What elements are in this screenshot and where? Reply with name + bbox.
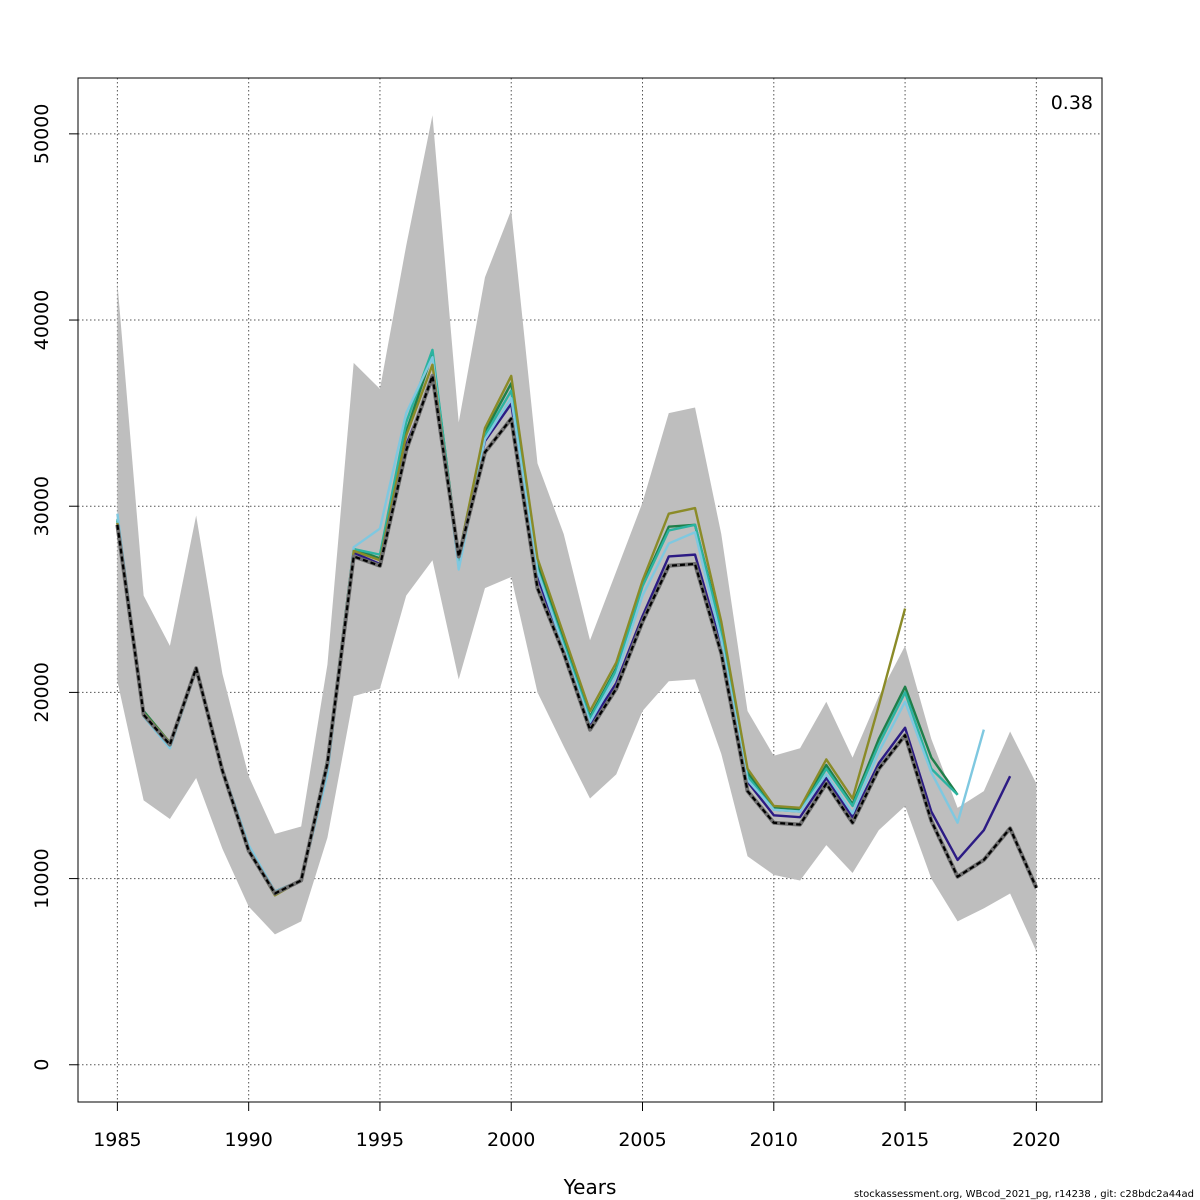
- panel-annotation: 0.38: [1051, 92, 1093, 114]
- y-axis: 0 10000 20000 30000 40000 50000: [31, 104, 78, 1071]
- footer-credit: stockassessment.org, WBcod_2021_pg, r142…: [854, 1189, 1194, 1200]
- x-tick-label: 2000: [487, 1129, 535, 1151]
- grid-lines: [78, 78, 1102, 1102]
- y-tick-label: 10000: [31, 848, 53, 908]
- x-axis: 1985 1990 1995 2000 2005 2010 2015 2020: [93, 1102, 1061, 1151]
- y-tick-label: 0: [31, 1059, 53, 1071]
- x-axis-title: Years: [563, 1175, 617, 1199]
- series-line-halo: [115, 373, 1039, 896]
- series-lines: [115, 348, 1039, 897]
- y-tick-label: 40000: [31, 290, 53, 350]
- x-tick-label: 1995: [356, 1129, 404, 1151]
- x-tick-label: 2005: [618, 1129, 666, 1151]
- x-tick-label: 2010: [750, 1129, 798, 1151]
- confidence-band-area: [117, 115, 1037, 952]
- x-tick-label: 1985: [93, 1129, 141, 1151]
- x-tick-label: 2015: [881, 1129, 929, 1151]
- plot-frame: [77, 77, 1103, 1103]
- x-tick-label: 1990: [224, 1129, 272, 1151]
- y-tick-label: 20000: [31, 662, 53, 722]
- y-tick-label: 30000: [31, 476, 53, 536]
- x-tick-label: 2020: [1012, 1129, 1060, 1151]
- y-tick-label: 50000: [31, 104, 53, 164]
- confidence-band: [117, 115, 1037, 952]
